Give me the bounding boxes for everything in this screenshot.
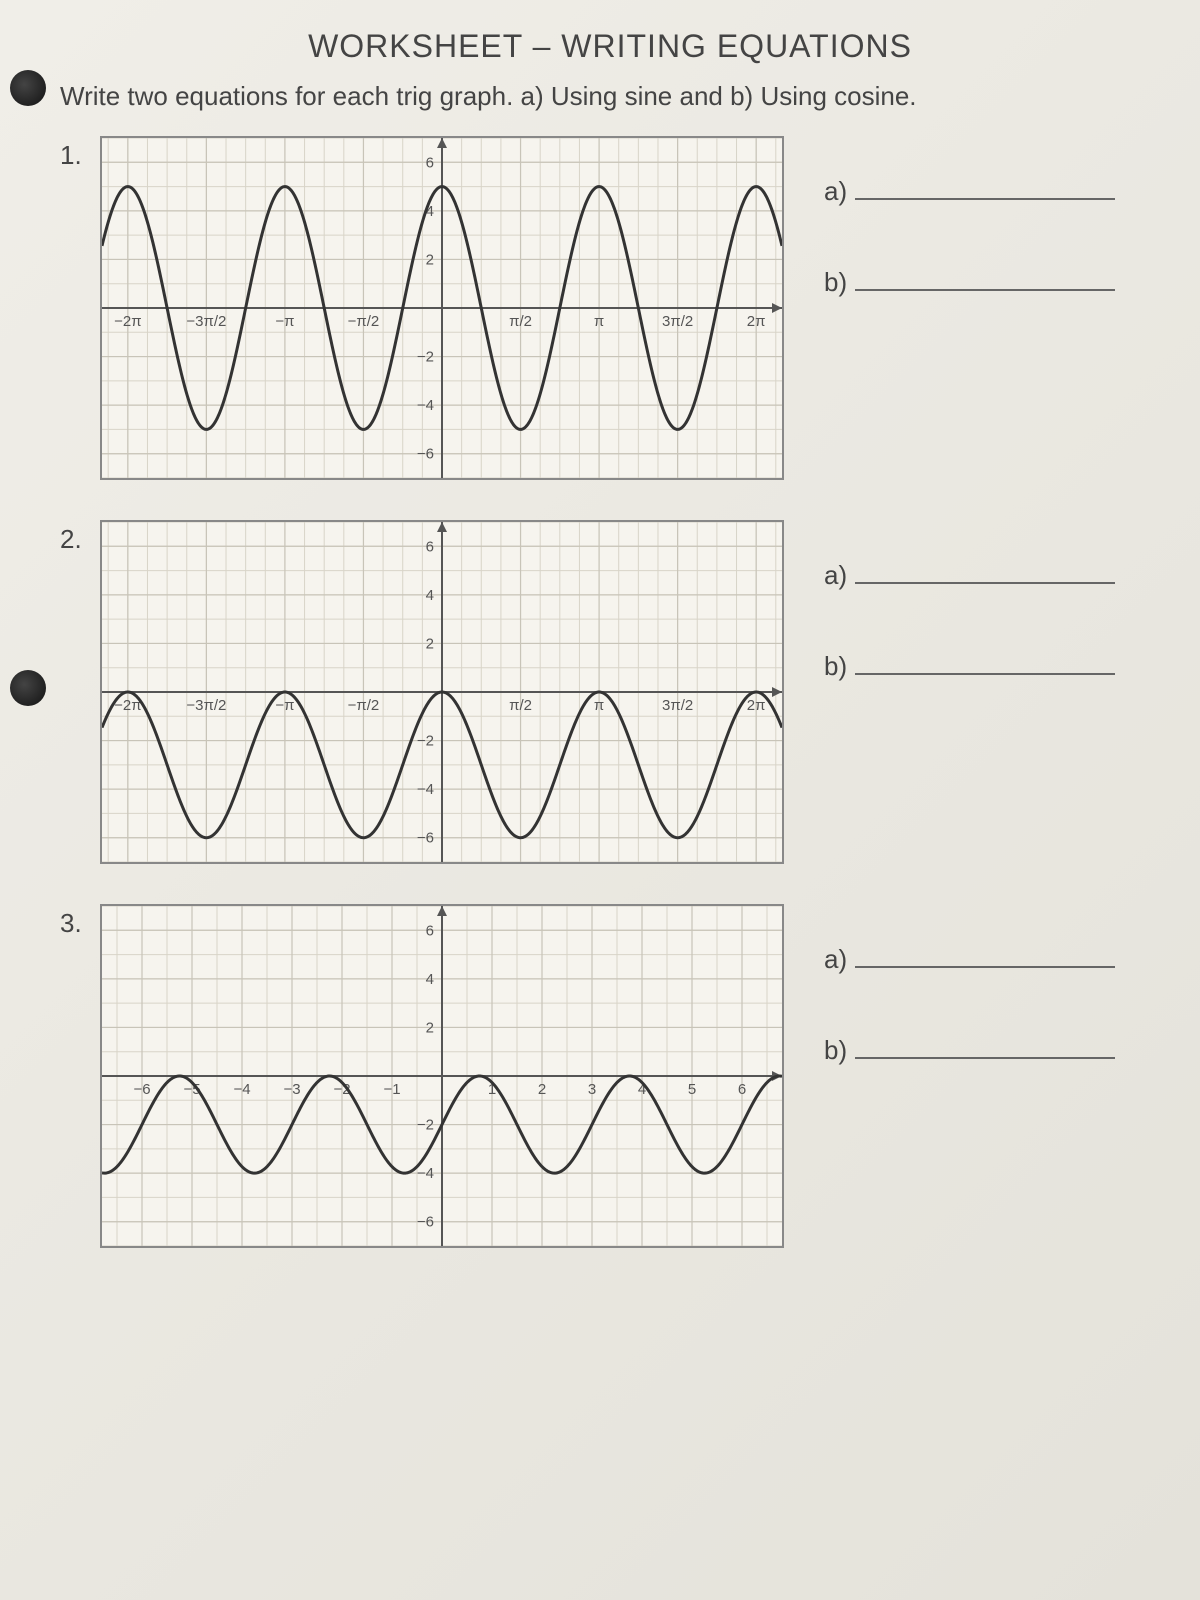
svg-text:3π/2: 3π/2 xyxy=(662,697,693,714)
svg-text:−3π/2: −3π/2 xyxy=(186,697,226,714)
svg-text:−4: −4 xyxy=(417,781,434,798)
trig-graph-svg: −2π−3π/2−π−π/2π/2π3π/22π−6−4−2246 xyxy=(102,138,782,478)
problem-3: 3. −6−5−4−3−2−1123456−6−4−2246 a) b) xyxy=(60,904,1160,1248)
answer-a: a) xyxy=(824,944,1160,975)
problem-2: 2. −2π−3π/2−π−π/2π/2π3π/22π−6−4−2246 a) … xyxy=(60,520,1160,864)
svg-text:−2: −2 xyxy=(417,733,434,750)
answer-label-a: a) xyxy=(824,560,847,591)
answer-b: b) xyxy=(824,267,1160,298)
svg-text:−2π: −2π xyxy=(114,313,141,330)
svg-text:−2: −2 xyxy=(417,349,434,366)
answer-blank[interactable] xyxy=(855,964,1115,968)
graph-3: −6−5−4−3−2−1123456−6−4−2246 xyxy=(100,904,784,1248)
svg-text:−π/2: −π/2 xyxy=(348,313,380,330)
svg-text:−6: −6 xyxy=(133,1081,150,1098)
svg-text:2: 2 xyxy=(426,1019,434,1036)
graph-1: −2π−3π/2−π−π/2π/2π3π/22π−6−4−2246 xyxy=(100,136,784,480)
svg-text:π/2: π/2 xyxy=(509,697,532,714)
answer-blank[interactable] xyxy=(855,1055,1115,1059)
graph-2: −2π−3π/2−π−π/2π/2π3π/22π−6−4−2246 xyxy=(100,520,784,864)
svg-text:−4: −4 xyxy=(417,1165,434,1182)
svg-text:2: 2 xyxy=(538,1081,546,1098)
problem-number: 2. xyxy=(60,520,100,555)
svg-text:−4: −4 xyxy=(233,1081,250,1098)
svg-text:5: 5 xyxy=(688,1081,696,1098)
svg-text:−π/2: −π/2 xyxy=(348,697,380,714)
svg-text:−1: −1 xyxy=(383,1081,400,1098)
answer-b: b) xyxy=(824,1035,1160,1066)
svg-text:6: 6 xyxy=(426,538,434,555)
svg-text:6: 6 xyxy=(738,1081,746,1098)
problem-1: 1. −2π−3π/2−π−π/2π/2π3π/22π−6−4−2246 a) … xyxy=(60,136,1160,480)
answer-blank[interactable] xyxy=(855,196,1115,200)
answers-3: a) b) xyxy=(784,904,1160,1126)
svg-text:−π: −π xyxy=(275,697,294,714)
answer-blank[interactable] xyxy=(855,580,1115,584)
svg-text:−4: −4 xyxy=(417,397,434,414)
answer-label-b: b) xyxy=(824,1035,847,1066)
answer-label-a: a) xyxy=(824,176,847,207)
binder-hole xyxy=(10,70,46,106)
answers-1: a) b) xyxy=(784,136,1160,358)
trig-graph-svg: −6−5−4−3−2−1123456−6−4−2246 xyxy=(102,906,782,1246)
svg-text:−π: −π xyxy=(275,313,294,330)
svg-text:3: 3 xyxy=(588,1081,596,1098)
answers-2: a) b) xyxy=(784,520,1160,742)
instructions-text: Write two equations for each trig graph.… xyxy=(60,81,1160,112)
answer-blank[interactable] xyxy=(855,671,1115,675)
svg-text:4: 4 xyxy=(426,587,434,604)
svg-text:2: 2 xyxy=(426,635,434,652)
svg-text:2: 2 xyxy=(426,251,434,268)
answer-label-b: b) xyxy=(824,267,847,298)
svg-text:−6: −6 xyxy=(417,446,434,463)
answer-a: a) xyxy=(824,176,1160,207)
binder-hole xyxy=(10,670,46,706)
svg-text:4: 4 xyxy=(426,971,434,988)
answer-a: a) xyxy=(824,560,1160,591)
svg-text:6: 6 xyxy=(426,922,434,939)
trig-graph-svg: −2π−3π/2−π−π/2π/2π3π/22π−6−4−2246 xyxy=(102,522,782,862)
svg-text:2π: 2π xyxy=(747,313,766,330)
answer-label-a: a) xyxy=(824,944,847,975)
problem-number: 1. xyxy=(60,136,100,171)
svg-text:−3: −3 xyxy=(283,1081,300,1098)
svg-text:3π/2: 3π/2 xyxy=(662,313,693,330)
svg-text:2π: 2π xyxy=(747,697,766,714)
svg-text:−6: −6 xyxy=(417,1214,434,1231)
answer-b: b) xyxy=(824,651,1160,682)
problem-number: 3. xyxy=(60,904,100,939)
svg-text:6: 6 xyxy=(426,154,434,171)
worksheet-page: WORKSHEET – WRITING EQUATIONS Write two … xyxy=(0,0,1200,1600)
svg-text:π/2: π/2 xyxy=(509,313,532,330)
answer-label-b: b) xyxy=(824,651,847,682)
svg-text:−3π/2: −3π/2 xyxy=(186,313,226,330)
svg-text:−6: −6 xyxy=(417,830,434,847)
svg-text:−2: −2 xyxy=(417,1117,434,1134)
svg-text:π: π xyxy=(594,697,604,714)
svg-text:π: π xyxy=(594,313,604,330)
answer-blank[interactable] xyxy=(855,287,1115,291)
worksheet-title: WORKSHEET – WRITING EQUATIONS xyxy=(60,28,1160,65)
